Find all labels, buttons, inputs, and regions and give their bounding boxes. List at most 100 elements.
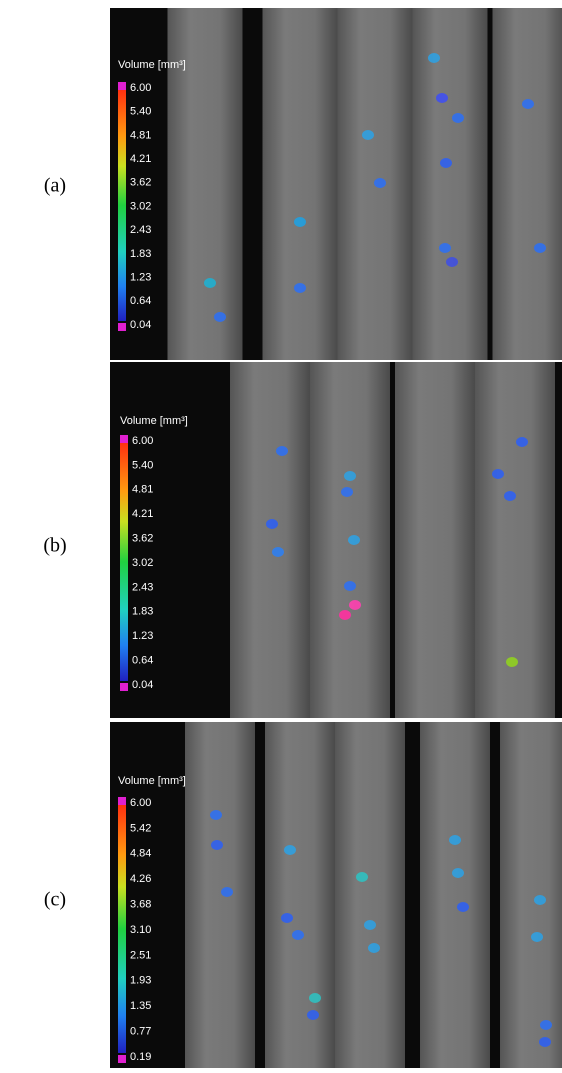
pore (341, 487, 353, 497)
pore (539, 1037, 551, 1047)
pore (534, 895, 546, 905)
pore (506, 657, 518, 667)
specimen (395, 362, 475, 718)
specimen (413, 8, 488, 360)
pore (344, 471, 356, 481)
colorbar-title: Volume [mm³] (120, 415, 188, 427)
specimen (265, 722, 335, 1068)
pore (440, 158, 452, 168)
pore (540, 1020, 552, 1030)
colorbar-cap (118, 797, 126, 805)
colorbar-tick-label: 1.23 (132, 630, 153, 642)
colorbar-tick-label: 2.43 (130, 224, 151, 236)
colorbar-tick-label: 5.40 (130, 106, 151, 118)
pore (272, 547, 284, 557)
colorbar-tick-label: 6.00 (132, 435, 153, 447)
pore (449, 835, 461, 845)
colorbar-tick-label: 4.26 (130, 873, 151, 885)
pore (436, 93, 448, 103)
pore (534, 243, 546, 253)
pore (348, 535, 360, 545)
colorbar-tick-label: 1.35 (130, 1000, 151, 1012)
pore (292, 930, 304, 940)
specimen (185, 722, 255, 1068)
specimen (230, 362, 310, 718)
colorbar (120, 443, 128, 681)
colorbar-tick-label: 0.77 (130, 1026, 151, 1038)
pore (309, 993, 321, 1003)
pore (439, 243, 451, 253)
pore (457, 902, 469, 912)
pore (504, 491, 516, 501)
specimen (420, 722, 490, 1068)
colorbar-tick-label: 4.21 (132, 508, 153, 520)
pore (214, 312, 226, 322)
pore (364, 920, 376, 930)
pore (204, 278, 216, 288)
pore (452, 113, 464, 123)
specimen (335, 722, 405, 1068)
colorbar-tick-label: 0.64 (132, 655, 153, 667)
pore (211, 840, 223, 850)
pore (210, 810, 222, 820)
colorbar-tick-label: 4.84 (130, 848, 151, 860)
pore (266, 519, 278, 529)
colorbar-cap (120, 683, 128, 691)
pore (368, 943, 380, 953)
pore (516, 437, 528, 447)
colorbar (118, 90, 126, 321)
pore (374, 178, 386, 188)
pore (284, 845, 296, 855)
colorbar-tick-label: 5.42 (130, 822, 151, 834)
colorbar-tick-label: 0.04 (132, 679, 153, 691)
colorbar-tick-label: 5.40 (132, 459, 153, 471)
colorbar-tick-label: 1.23 (130, 272, 151, 284)
pore (294, 217, 306, 227)
colorbar-title: Volume [mm³] (118, 59, 186, 71)
colorbar-tick-label: 4.81 (130, 129, 151, 141)
colorbar-tick-label: 3.02 (132, 557, 153, 569)
pore (428, 53, 440, 63)
colorbar-tick-label: 0.64 (130, 295, 151, 307)
pore (492, 469, 504, 479)
colorbar-tick-label: 1.83 (132, 606, 153, 618)
panel-label: (b) (43, 535, 66, 557)
panel-label: (c) (44, 889, 66, 911)
colorbar-tick-label: 6.00 (130, 797, 151, 809)
colorbar-tick-label: 6.00 (130, 82, 151, 94)
colorbar-tick-label: 3.68 (130, 899, 151, 911)
pore (307, 1010, 319, 1020)
pore (446, 257, 458, 267)
pore (276, 446, 288, 456)
pore (294, 283, 306, 293)
pore (362, 130, 374, 140)
colorbar-cap (118, 323, 126, 331)
pore (349, 600, 361, 610)
colorbar-tick-label: 2.51 (130, 949, 151, 961)
colorbar-cap (118, 82, 126, 90)
colorbar-tick-label: 2.43 (132, 581, 153, 593)
colorbar-tick-label: 3.62 (130, 177, 151, 189)
pore (339, 610, 351, 620)
pore (344, 581, 356, 591)
colorbar-cap (118, 1055, 126, 1063)
specimen (493, 8, 562, 360)
colorbar-tick-label: 3.62 (132, 533, 153, 545)
colorbar-tick-label: 4.81 (132, 484, 153, 496)
pore (356, 872, 368, 882)
specimen (263, 8, 338, 360)
colorbar-tick-label: 3.02 (130, 200, 151, 212)
colorbar-cap (120, 435, 128, 443)
colorbar (118, 805, 126, 1053)
specimen (500, 722, 562, 1068)
colorbar-tick-label: 0.19 (130, 1051, 151, 1063)
pore (281, 913, 293, 923)
colorbar-tick-label: 3.10 (130, 924, 151, 936)
panel-label: (a) (44, 175, 66, 197)
pore (522, 99, 534, 109)
colorbar-tick-label: 1.93 (130, 975, 151, 987)
pore (221, 887, 233, 897)
pore (531, 932, 543, 942)
